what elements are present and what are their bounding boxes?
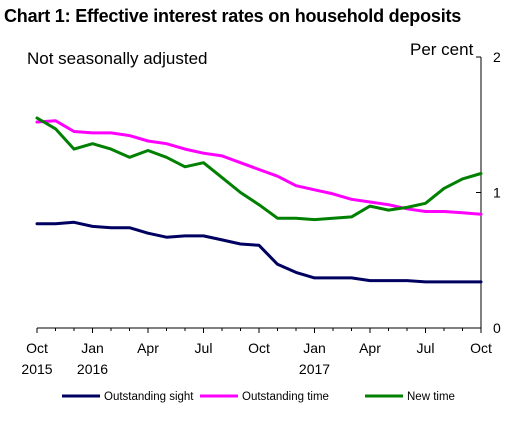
x-tick-label: Jan (81, 340, 104, 356)
legend-label-outstanding-time: Outstanding time (242, 391, 329, 403)
series-line-outstanding-time (35, 119, 483, 216)
x-tick-label: Apr (359, 340, 381, 356)
series-line-outstanding-sight (35, 220, 483, 284)
axes: 0 1 2 Oct Jan Apr Jul Oct Jan Apr Jul Oct 2015 2016 20… (21, 49, 501, 377)
x-year-label: 2016 (77, 361, 108, 377)
chart-title: Chart 1: Effective interest rates on hou… (4, 6, 462, 26)
x-tick-label: Jul (417, 340, 435, 356)
chart-subtitle: Not seasonally adjusted (27, 49, 208, 68)
x-tick-label: Jan (303, 340, 326, 356)
unit-label: Per cent (410, 40, 474, 59)
legend-label-outstanding-sight: Outstanding sight (104, 391, 194, 403)
x-tick-label: Oct (26, 340, 48, 356)
y-tick-label: 2 (493, 49, 501, 65)
y-tick-label: 1 (493, 185, 501, 201)
series-line-new-time (35, 116, 483, 222)
x-tick-label: Jul (195, 340, 213, 356)
x-year-label: 2015 (21, 361, 52, 377)
x-tick-label: Apr (137, 340, 159, 356)
legend-label-new-time: New time (407, 391, 455, 403)
x-tick-label: Oct (248, 340, 270, 356)
legend: Outstanding sight Outstanding time New tim… (62, 391, 455, 403)
x-tick-label: Oct (470, 340, 492, 356)
series-lines (35, 116, 483, 284)
x-year-label: 2017 (299, 361, 330, 377)
y-tick-label: 0 (493, 320, 501, 336)
